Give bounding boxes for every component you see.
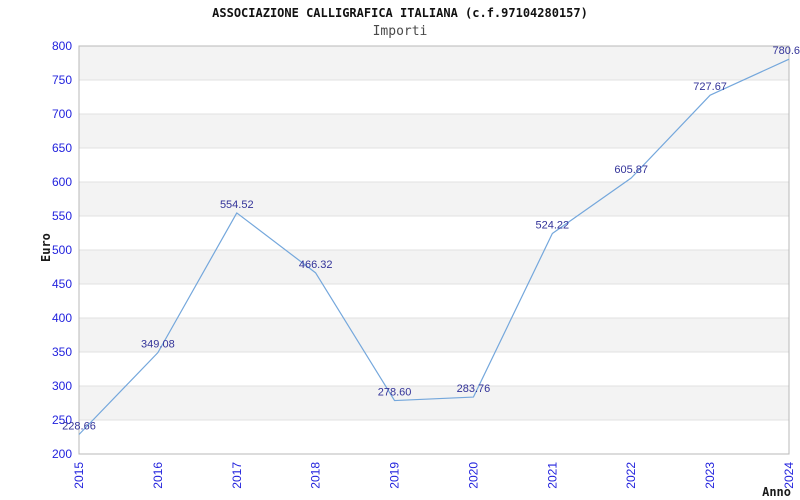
y-tick-label: 550	[52, 209, 72, 223]
y-tick-label: 350	[52, 345, 72, 359]
point-label: 780.6	[772, 45, 800, 57]
x-tick-label: 2017	[230, 462, 244, 489]
grid-band	[79, 318, 789, 352]
y-tick-label: 750	[52, 73, 72, 87]
point-label: 466.32	[299, 259, 333, 271]
y-axis-title: Euro	[39, 233, 53, 262]
point-label: 727.67	[693, 81, 727, 93]
x-tick-label: 2022	[624, 462, 638, 489]
point-label: 228.66	[62, 421, 96, 433]
point-label: 349.08	[141, 339, 175, 351]
grid-band	[79, 250, 789, 284]
y-tick-label: 700	[52, 107, 72, 121]
point-label: 283.76	[457, 383, 491, 395]
x-tick-label: 2016	[151, 462, 165, 489]
y-tick-label: 250	[52, 413, 72, 427]
plot-border	[78, 45, 790, 455]
y-tick-label: 800	[52, 39, 72, 53]
x-tick-label: 2023	[703, 462, 717, 489]
x-tick-label: 2024	[782, 462, 796, 489]
x-tick-label: 2021	[545, 462, 559, 489]
series-line	[78, 58, 790, 435]
y-tick-label: 600	[52, 175, 72, 189]
point-label: 278.60	[378, 387, 412, 399]
y-tick-label: 650	[52, 141, 72, 155]
grid-band	[79, 182, 789, 216]
x-axis-title: Anno	[762, 485, 791, 499]
y-tick-label: 300	[52, 379, 72, 393]
point-label: 524.22	[536, 220, 570, 232]
y-tick-label: 450	[52, 277, 72, 291]
x-tick-label: 2019	[388, 462, 402, 489]
x-tick-label: 2020	[466, 462, 480, 489]
y-tick-label: 500	[52, 243, 72, 257]
x-tick-label: 2018	[309, 462, 323, 489]
grid-band	[79, 386, 789, 420]
chart-subtitle: Importi	[372, 24, 428, 39]
grid-band	[79, 114, 789, 148]
point-label: 554.52	[220, 199, 254, 211]
grid-band	[79, 46, 789, 80]
point-label: 605.87	[614, 164, 648, 176]
chart-title: ASSOCIAZIONE CALLIGRAFICA ITALIANA (c.f.…	[212, 6, 588, 20]
y-tick-label: 200	[52, 447, 72, 461]
y-tick-label: 400	[52, 311, 72, 325]
x-tick-label: 2015	[72, 462, 86, 489]
